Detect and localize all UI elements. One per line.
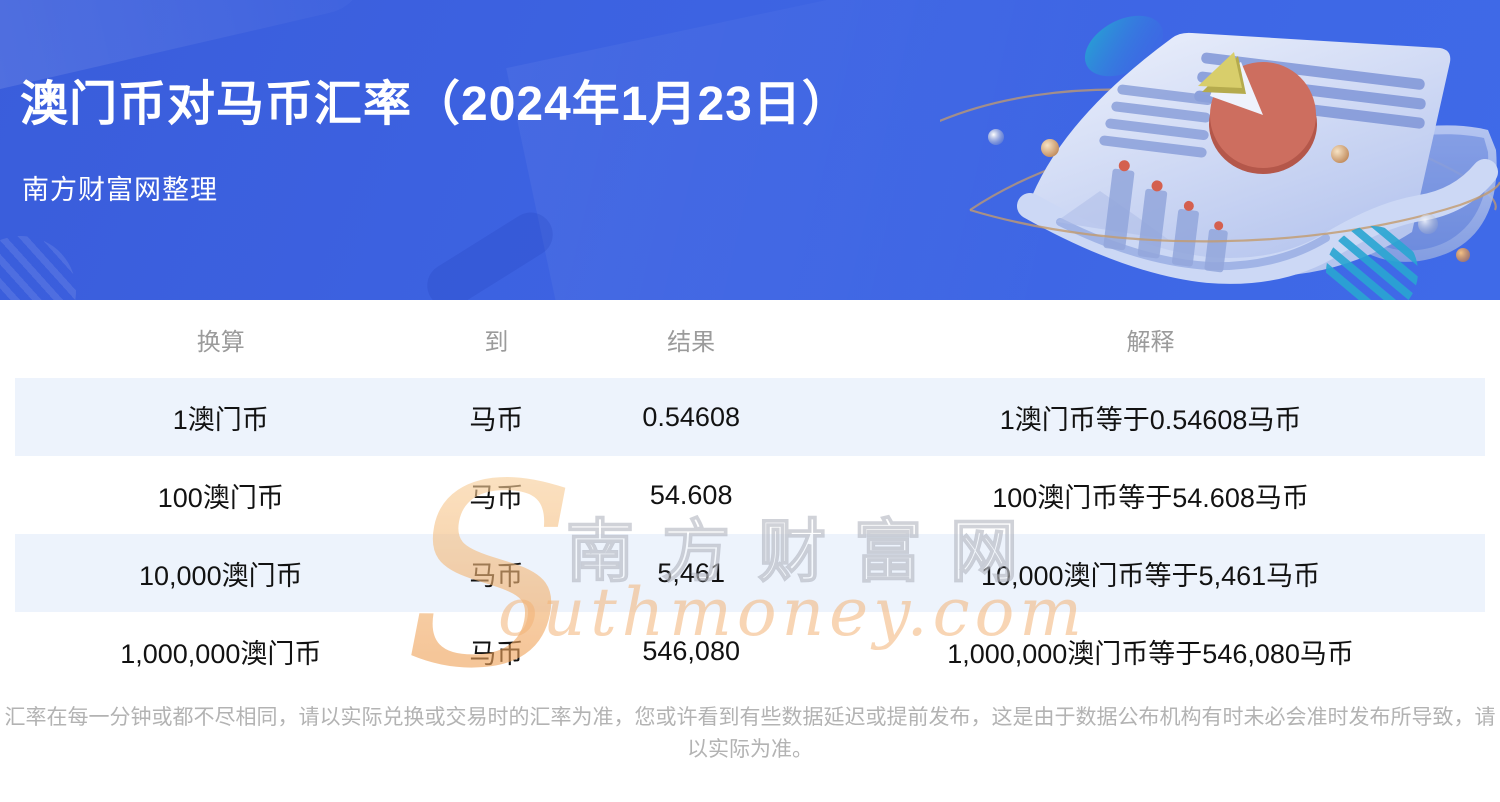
orbit-bead: [1041, 139, 1059, 157]
orbit-lines-front: [969, 181, 1500, 243]
column-header-conversion: 换算: [196, 328, 245, 356]
column-header-result: 结果: [667, 328, 716, 356]
exchange-rate-table: 换算 到 结果 解释 1澳门币 马币 0.54608 1澳门币等于0.54608…: [15, 300, 1485, 690]
cell-result: 5,461: [657, 557, 725, 588]
column-header-to: 到: [484, 328, 509, 356]
table-header-row: 换算 到 结果 解释: [15, 300, 1485, 378]
hero-banner: 澳门币对马币汇率（2024年1月23日） 南方财富网整理: [0, 0, 1500, 300]
disclaimer-note: 汇率在每一分钟或都不尽相同，请以实际兑换或交易时的汇率为准，您或许看到有些数据延…: [4, 706, 1496, 761]
exchange-table-body: 1澳门币 马币 0.54608 1澳门币等于0.54608马币 100澳门币 马…: [15, 378, 1485, 690]
table-row: 1,000,000澳门币 马币 546,080 1,000,000澳门币等于54…: [15, 612, 1485, 690]
cell-explain: 10,000澳门币等于5,461马币: [980, 560, 1321, 591]
page-title: 澳门币对马币汇率（2024年1月23日）: [20, 78, 851, 131]
report-illustration: [940, 15, 1500, 300]
cell-explain: 100澳门币等于54.608马币: [992, 482, 1309, 513]
cell-result: 546,080: [642, 635, 740, 666]
cell-amount: 100澳门币: [157, 482, 284, 513]
cell-explain: 1澳门币等于0.54608马币: [999, 404, 1302, 435]
hero-decor-stripes: [0, 233, 79, 300]
orbit-bead: [1331, 145, 1349, 163]
cell-explain: 1,000,000澳门币等于546,080马币: [947, 638, 1354, 669]
page-subtitle: 南方财富网整理: [22, 175, 218, 205]
pie-chart-icon: [1198, 52, 1317, 174]
table-row: 10,000澳门币 马币 5,461 10,000澳门币等于5,461马币: [15, 534, 1485, 612]
cell-amount: 1,000,000澳门币: [120, 638, 322, 669]
table-row: 100澳门币 马币 54.608 100澳门币等于54.608马币: [15, 456, 1485, 534]
cell-to: 马币: [469, 638, 524, 669]
cell-to: 马币: [469, 482, 524, 513]
orbit-bead: [1418, 214, 1438, 234]
hero-decor-capsule: [418, 204, 562, 300]
orbit-bead: [988, 129, 1004, 145]
cell-result: 54.608: [649, 479, 733, 510]
striped-ball: [1326, 226, 1418, 300]
cell-to: 马币: [469, 560, 524, 591]
column-header-explain: 解释: [1126, 328, 1175, 356]
cell-amount: 1澳门币: [172, 404, 269, 435]
cell-to: 马币: [469, 404, 524, 435]
cell-result: 0.54608: [642, 401, 740, 432]
document-lines-small: [1099, 84, 1213, 158]
table-row: 1澳门币 马币 0.54608 1澳门币等于0.54608马币: [15, 378, 1485, 456]
cell-amount: 10,000澳门币: [139, 560, 303, 591]
orbit-bead: [1456, 248, 1470, 262]
